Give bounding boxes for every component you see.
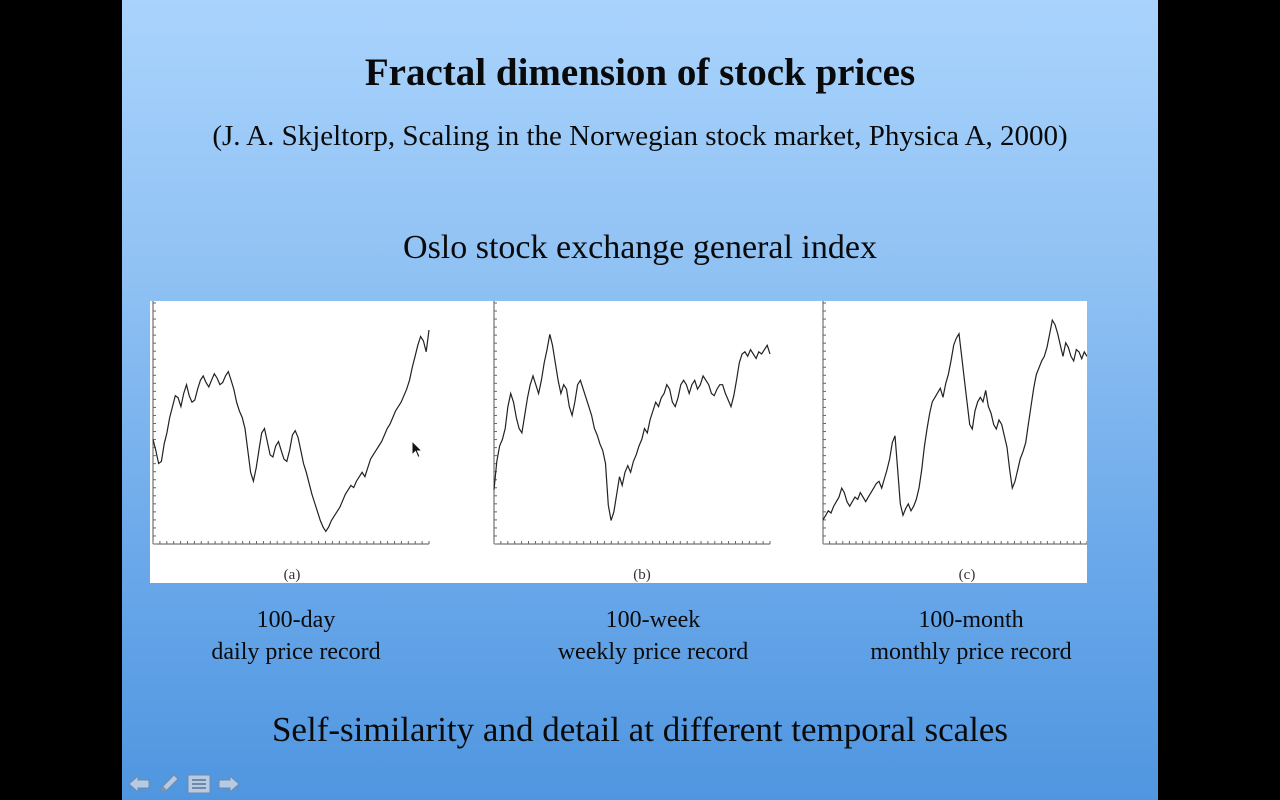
caption-a-line1: 100-day bbox=[256, 607, 336, 633]
caption-b: 100-week weekly price record bbox=[523, 604, 783, 668]
pen-tool-button[interactable] bbox=[157, 772, 181, 796]
caption-a: 100-day daily price record bbox=[166, 604, 426, 668]
panel-b-label: (b) bbox=[633, 567, 651, 583]
slide-subtitle: Oslo stock exchange general index bbox=[403, 229, 877, 266]
panel-a-axes bbox=[152, 301, 430, 545]
caption-a-line2: daily price record bbox=[211, 639, 381, 665]
panel-a-price-line bbox=[152, 329, 430, 533]
chart-figure: (a) (b) (c) bbox=[150, 301, 1087, 583]
caption-b-line2: weekly price record bbox=[557, 639, 749, 665]
previous-slide-button[interactable] bbox=[127, 772, 151, 796]
chart-figure-svg: (a) (b) (c) bbox=[152, 301, 1087, 583]
arrow-left-icon bbox=[128, 775, 150, 793]
slideshow-nav bbox=[127, 770, 241, 798]
panel-b-price-line bbox=[493, 334, 771, 521]
panel-c-price-line bbox=[822, 318, 1087, 521]
pencil-icon bbox=[160, 774, 179, 793]
slide-menu-button[interactable] bbox=[187, 772, 211, 796]
menu-icon bbox=[187, 774, 211, 794]
caption-b-line1: 100-week bbox=[605, 607, 701, 633]
arrow-right-icon bbox=[218, 775, 240, 793]
panel-c-label: (c) bbox=[959, 567, 976, 583]
caption-c-line2: monthly price record bbox=[870, 639, 1072, 665]
citation: (J. A. Skjeltorp, Scaling in the Norwegi… bbox=[212, 120, 1068, 152]
panel-c-axes bbox=[822, 301, 1087, 545]
panel-a-label: (a) bbox=[284, 567, 301, 583]
panel-b-axes bbox=[493, 301, 771, 545]
slide-footer: Self-similarity and detail at different … bbox=[271, 710, 1009, 749]
panel-b: (b) bbox=[493, 301, 771, 583]
caption-c-line1: 100-month bbox=[918, 607, 1024, 633]
next-slide-button[interactable] bbox=[217, 772, 241, 796]
panel-c: (c) bbox=[822, 301, 1087, 583]
panel-a: (a) bbox=[152, 301, 430, 583]
caption-c: 100-month monthly price record bbox=[841, 604, 1101, 668]
mouse-cursor-icon bbox=[411, 440, 424, 459]
slide: Fractal dimension of stock prices (J. A.… bbox=[122, 0, 1158, 800]
slide-title: Fractal dimension of stock prices bbox=[364, 51, 916, 94]
